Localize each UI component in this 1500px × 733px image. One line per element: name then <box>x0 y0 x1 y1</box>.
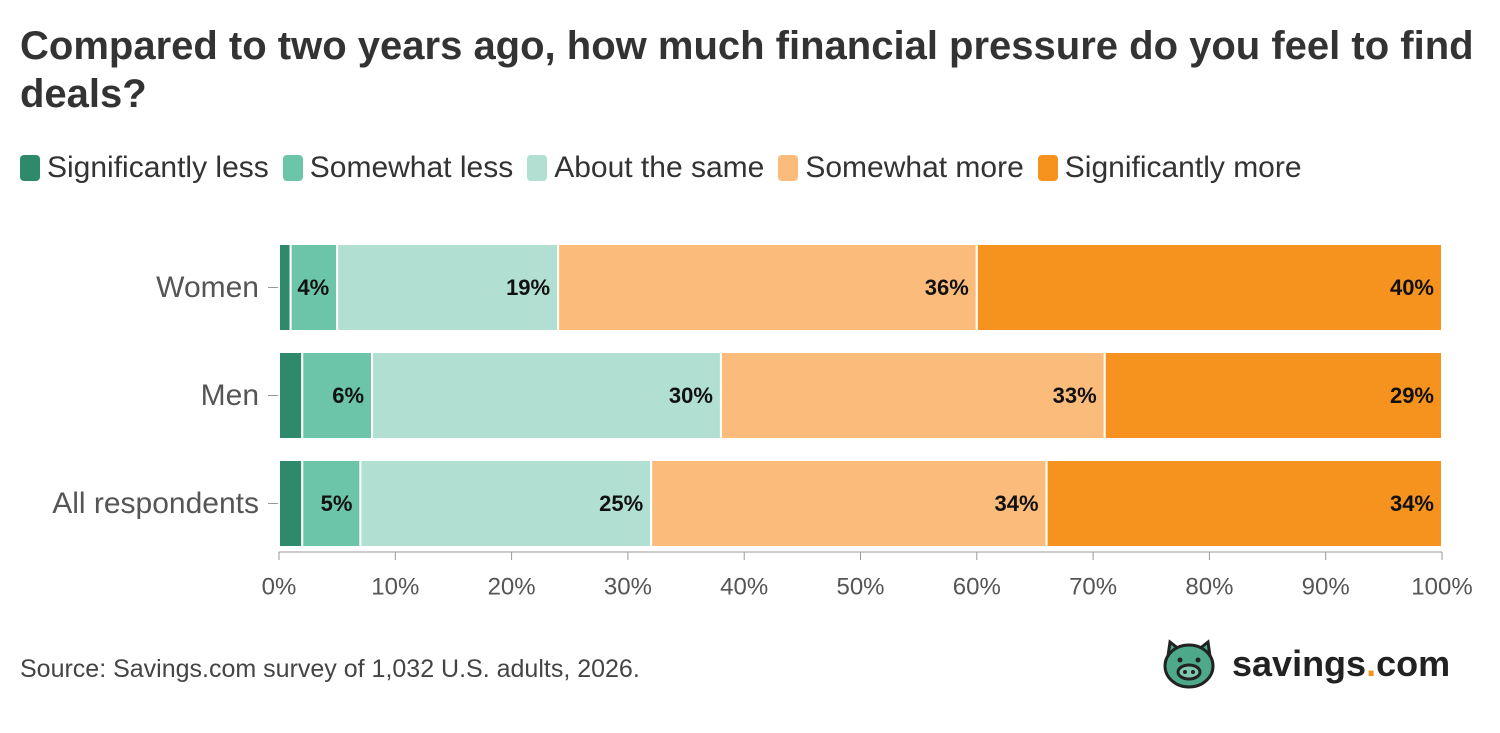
legend-item: Somewhat more <box>778 151 1024 185</box>
category-label: All respondents <box>52 487 259 520</box>
legend-swatch <box>1037 155 1058 181</box>
bar-segment <box>278 459 304 548</box>
legend-swatch <box>20 155 40 181</box>
bar-segment <box>1045 459 1443 548</box>
bar-segment <box>975 243 1443 332</box>
legend-label: Somewhat less <box>309 151 514 184</box>
x-tick-label: 0% <box>262 574 297 601</box>
bar-segment <box>336 243 560 332</box>
data-label: 40% <box>1390 275 1434 300</box>
legend-label: Significantly less <box>47 151 269 184</box>
data-label: 34% <box>1390 491 1434 516</box>
bar-segment <box>359 459 653 548</box>
chart-legend: Significantly less Somewhat less About the… <box>20 148 1302 188</box>
data-label: 19% <box>506 275 550 300</box>
legend-item: Somewhat less <box>282 151 514 185</box>
legend-label: Significantly more <box>1064 151 1302 184</box>
source-note: Source: Savings.com survey of 1,032 U.S.… <box>20 655 640 683</box>
data-label: 34% <box>995 491 1039 516</box>
data-label: 36% <box>925 275 969 300</box>
legend-swatch <box>282 155 303 181</box>
bar-segment <box>557 243 978 332</box>
bar-segment <box>278 351 304 440</box>
data-label: 30% <box>669 383 713 408</box>
x-tick-label: 10% <box>371 574 419 601</box>
category-label: Men <box>201 379 259 412</box>
bar-segment <box>650 459 1048 548</box>
x-tick-label: 20% <box>488 574 536 601</box>
x-tick-label: 60% <box>953 574 1001 601</box>
legend-swatch <box>778 155 799 181</box>
category-label: Women <box>156 271 259 304</box>
data-label: 6% <box>332 383 364 408</box>
legend-swatch <box>527 155 548 181</box>
x-tick-label: 30% <box>604 574 652 601</box>
data-label: 5% <box>321 491 353 516</box>
x-tick-label: 80% <box>1185 574 1233 601</box>
x-tick-label: 100% <box>1411 574 1472 601</box>
stacked-bar-chart: Women 4% 19% 36% 40% Men 6% 30% 33% 29% All respon… <box>52 243 1473 601</box>
legend-item: Significantly less <box>20 151 269 185</box>
x-tick-label: 70% <box>1069 574 1117 601</box>
bar-segment <box>719 351 1106 440</box>
bar-segment <box>278 243 292 332</box>
data-label: 33% <box>1053 383 1097 408</box>
brand-dot: . <box>1366 643 1377 684</box>
bar-segment <box>1103 351 1443 440</box>
legend-label: Somewhat more <box>805 151 1024 184</box>
brand-tld: com <box>1376 643 1451 684</box>
chart-title: Compared to two years ago, how much fina… <box>20 24 1474 116</box>
legend-label: About the same <box>554 151 765 184</box>
data-label: 4% <box>297 275 329 300</box>
x-tick-label: 90% <box>1302 574 1350 601</box>
x-tick-label: 40% <box>720 574 768 601</box>
x-tick-label: 50% <box>836 574 884 601</box>
data-label: 29% <box>1390 383 1434 408</box>
bar-segment <box>301 459 362 548</box>
pig-icon <box>1163 639 1215 689</box>
data-label: 25% <box>599 491 643 516</box>
brand-logo: savings.com <box>1158 636 1450 692</box>
brand-name: savings <box>1232 643 1367 684</box>
legend-item: Significantly more <box>1037 151 1302 185</box>
bar-segment <box>301 351 374 440</box>
legend-item: About the same <box>527 151 764 185</box>
bar-segment <box>371 351 722 440</box>
